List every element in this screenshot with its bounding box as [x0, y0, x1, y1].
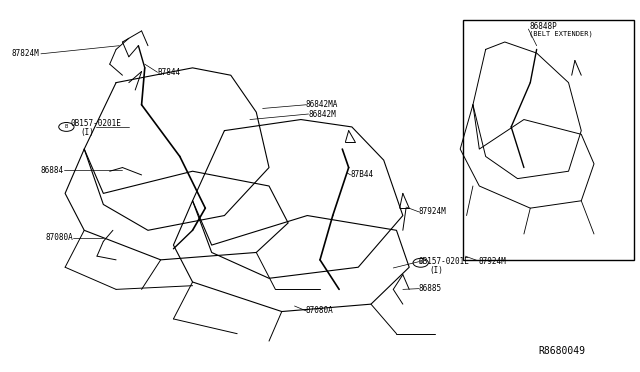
Text: 87B44: 87B44 — [351, 170, 374, 179]
Text: 87924M: 87924M — [419, 207, 447, 217]
Text: 87080A: 87080A — [306, 306, 333, 315]
Text: B7844: B7844 — [157, 68, 180, 77]
Text: 87080A: 87080A — [45, 233, 73, 242]
Text: (I): (I) — [81, 128, 94, 137]
Text: 0B157-0201E: 0B157-0201E — [419, 257, 470, 266]
Text: 0B157-0201E: 0B157-0201E — [70, 119, 121, 128]
Text: 86885: 86885 — [419, 284, 442, 293]
Text: 86848P: 86848P — [529, 22, 557, 31]
Text: 87824M: 87824M — [12, 49, 40, 58]
Text: 86842M: 86842M — [308, 109, 336, 119]
Text: 87924M: 87924M — [478, 257, 506, 266]
Text: (BELT EXTENDER): (BELT EXTENDER) — [529, 31, 593, 37]
Text: (I): (I) — [429, 266, 443, 275]
Text: B: B — [65, 124, 68, 129]
Bar — [463, 20, 634, 260]
Text: R8680049: R8680049 — [539, 346, 586, 356]
Text: B: B — [419, 260, 422, 265]
Text: 86842MA: 86842MA — [306, 100, 339, 109]
Text: 86884: 86884 — [41, 166, 64, 174]
